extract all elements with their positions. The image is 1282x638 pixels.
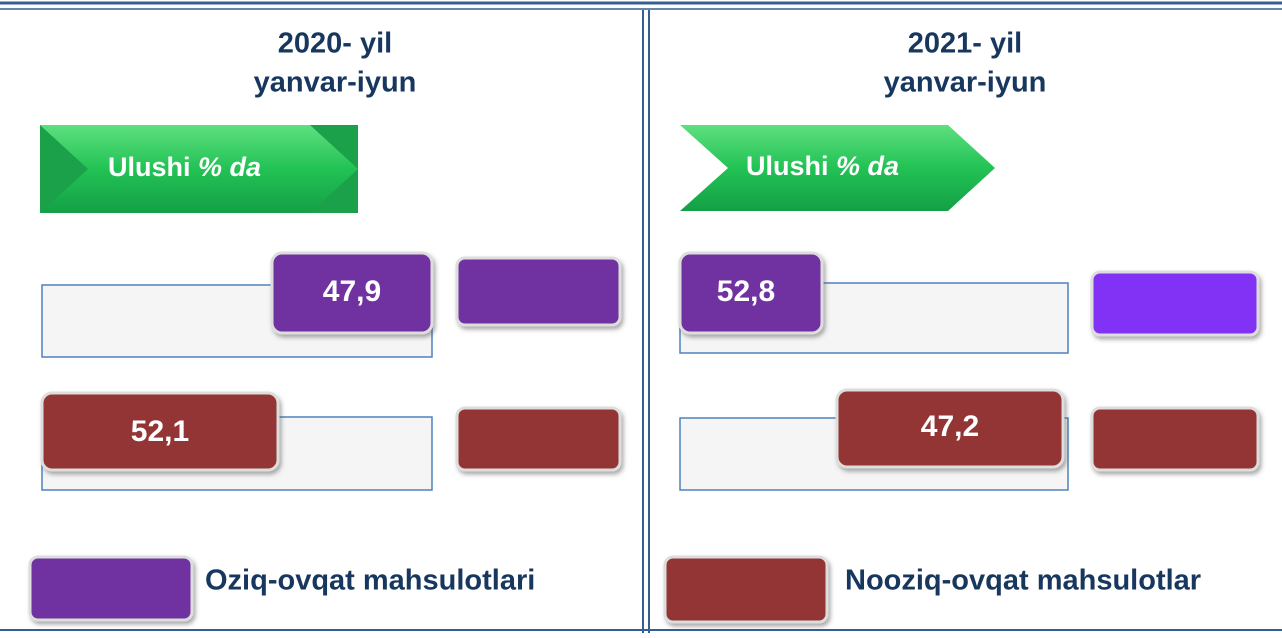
swatch (455, 406, 622, 472)
swatch (1090, 270, 1260, 337)
badge-arrow (40, 125, 358, 213)
badge-unit: % da (198, 152, 261, 182)
legend-swatch (663, 555, 829, 624)
value-box (270, 251, 434, 335)
value-box (40, 391, 280, 472)
panel-subtitle: yanvar-iyun (884, 67, 1047, 99)
value-label: 47,9 (323, 275, 381, 308)
value-label: 52,1 (131, 415, 189, 448)
value-box (835, 388, 1065, 469)
badge-text: Ulushi % da (746, 151, 899, 181)
badge-arrow (680, 125, 995, 211)
swatch (1090, 406, 1260, 472)
badge-unit: % da (836, 151, 899, 181)
legend-label: Nooziq-ovqat mahsulotlar (845, 565, 1201, 597)
badge-label: Ulushi (746, 151, 829, 181)
panel-subtitle: yanvar-iyun (254, 67, 417, 99)
badge-label: Ulushi (108, 152, 191, 182)
panel-title: 2020- yil (278, 28, 392, 60)
panel-title: 2021- yil (908, 28, 1022, 60)
value-label: 52,8 (717, 275, 775, 308)
value-box (678, 251, 824, 335)
badge-text: Ulushi % da (108, 152, 261, 182)
legend-swatch (28, 555, 194, 622)
swatch (455, 256, 622, 327)
legend-label: Oziq-ovqat mahsulotlari (205, 565, 535, 597)
value-label: 47,2 (921, 410, 979, 443)
